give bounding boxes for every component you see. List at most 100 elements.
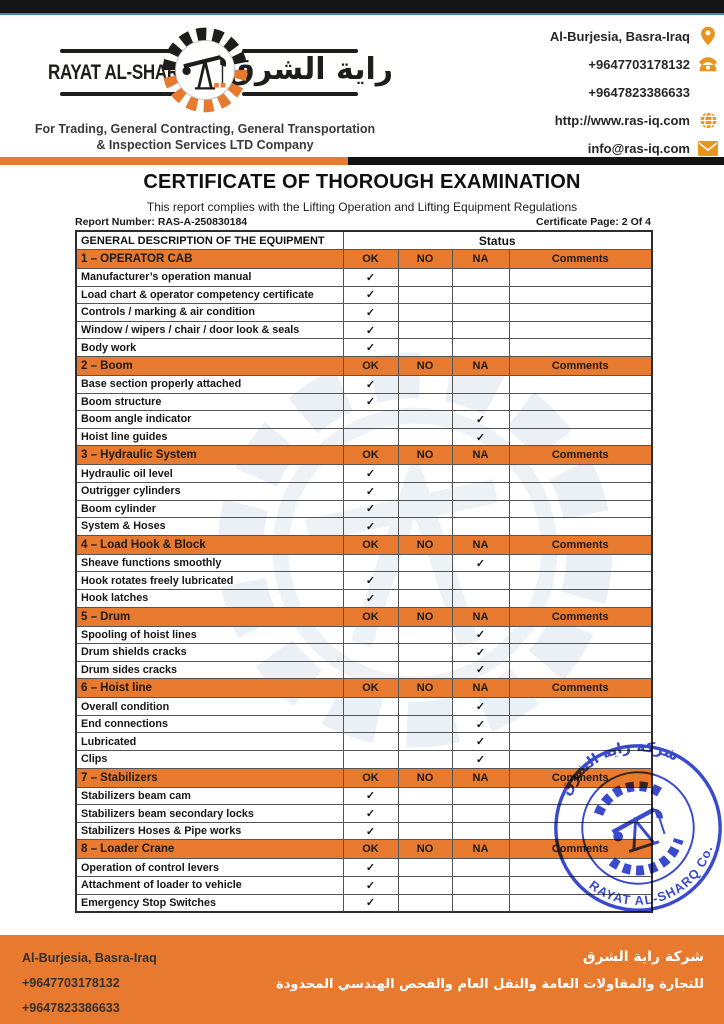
checkmark-icon: ✓ (365, 468, 376, 481)
footer-address: Al-Burjesia, Basra-Iraq (22, 951, 157, 965)
contact-email-text: info@ras-iq.com (587, 140, 690, 156)
table-row: Boom cylinder ✓ (75, 499, 653, 519)
check-cell-no (397, 786, 453, 806)
comment-cell (508, 499, 653, 519)
item-label: Drum sides cracks (75, 660, 344, 680)
status-column-header: OK (342, 678, 399, 699)
check-cell-na (451, 588, 510, 608)
item-label: Load chart & operator competency certifi… (75, 285, 344, 305)
check-cell-na (451, 517, 510, 536)
comment-cell (508, 338, 653, 357)
checkmark-icon: ✓ (475, 664, 486, 677)
section-title: 5 – Drum (75, 606, 344, 627)
status-column-header: OK (342, 767, 399, 788)
status-column-header: NO (397, 606, 453, 627)
item-label: Base section properly attached (75, 374, 344, 394)
footer-phone-1: +9647703178132 (22, 976, 120, 990)
check-cell-na (451, 858, 510, 878)
checkmark-icon: ✓ (475, 718, 486, 731)
item-label: Boom angle indicator (75, 410, 344, 429)
check-cell-na (451, 268, 510, 287)
item-label: Spooling of hoist lines (75, 625, 344, 645)
item-label: Window / wipers / chair / door look & se… (75, 320, 344, 340)
status-column-header: Comments (508, 839, 653, 860)
item-label: Boom structure (75, 392, 344, 412)
check-cell-na: ✓ (451, 732, 510, 752)
check-cell-na: ✓ (451, 697, 510, 716)
check-cell-na (451, 464, 510, 483)
check-cell-na (451, 499, 510, 519)
item-label: Stabilizers beam secondary locks (75, 804, 344, 823)
comment-cell (508, 660, 653, 680)
item-label: Drum shields cracks (75, 643, 344, 662)
check-cell-ok: ✓ (342, 588, 399, 608)
logo-swoosh (242, 49, 358, 53)
table-row: Controls / marking & air condition ✓ (75, 303, 653, 322)
check-cell-na: ✓ (451, 714, 510, 734)
logo-swoosh (60, 92, 180, 96)
check-cell-na (451, 303, 510, 322)
comment-cell (508, 427, 653, 447)
inspection-table: GENERAL DESCRIPTION OF THE EQUIPMENT Sta… (75, 230, 653, 914)
section-header-row: 6 – Hoist line OK NO NA Comments (75, 678, 653, 699)
checkmark-icon: ✓ (475, 557, 486, 570)
check-cell-no (397, 625, 453, 645)
check-cell-no (397, 876, 453, 895)
contact-phone-1-text: +9647703178132 (588, 56, 690, 72)
item-label: Manufacturer’s operation manual (75, 268, 344, 287)
status-column-header: NA (451, 534, 510, 555)
item-label: Outrigger cylinders (75, 481, 344, 501)
check-cell-no (397, 499, 453, 519)
item-label: Stabilizers Hoses & Pipe works (75, 821, 344, 841)
checkmark-icon: ✓ (365, 378, 376, 391)
check-cell-na (451, 374, 510, 394)
comment-cell (508, 481, 653, 501)
checkmark-icon: ✓ (475, 701, 486, 714)
check-cell-na (451, 285, 510, 305)
check-cell-ok (342, 714, 399, 734)
check-cell-ok: ✓ (342, 893, 399, 913)
check-cell-no (397, 392, 453, 412)
logo-pumpjack-icon (182, 55, 227, 90)
table-header-row: GENERAL DESCRIPTION OF THE EQUIPMENT Sta… (75, 230, 653, 250)
status-column-header: Comments (508, 445, 653, 466)
report-meta-row: Report Number: RAS-A-250830184 Certifica… (75, 216, 651, 228)
item-label: Hoist line guides (75, 427, 344, 447)
section-header-row: 3 – Hydraulic System OK NO NA Comments (75, 445, 653, 466)
check-cell-na: ✓ (451, 625, 510, 645)
check-cell-ok: ✓ (342, 876, 399, 895)
section-title: 3 – Hydraulic System (75, 445, 344, 466)
check-cell-no (397, 697, 453, 716)
table-row: Clips ✓ (75, 750, 653, 769)
checkmark-icon: ✓ (475, 431, 486, 444)
table-row: Load chart & operator competency certifi… (75, 285, 653, 305)
checkmark-icon: ✓ (365, 289, 376, 302)
checkmark-icon: ✓ (365, 897, 376, 910)
item-label: End connections (75, 714, 344, 734)
checkmark-icon: ✓ (365, 575, 376, 588)
item-label: Overall condition (75, 697, 344, 716)
table-row: Outrigger cylinders ✓ (75, 481, 653, 501)
divider-dark-segment (348, 157, 724, 165)
check-cell-ok: ✓ (342, 338, 399, 357)
check-cell-ok (342, 427, 399, 447)
table-row: System & Hoses ✓ (75, 517, 653, 536)
check-cell-ok (342, 553, 399, 573)
check-cell-na (451, 392, 510, 412)
phone-icon (698, 54, 718, 74)
table-row: End connections ✓ (75, 714, 653, 734)
status-column-header: Comments (508, 355, 653, 376)
check-cell-no (397, 410, 453, 429)
checkmark-icon: ✓ (365, 862, 376, 875)
item-label: Sheave functions smoothly (75, 553, 344, 573)
comment-cell (508, 553, 653, 573)
table-row: Boom structure ✓ (75, 392, 653, 412)
check-cell-ok: ✓ (342, 392, 399, 412)
stamp-pumpjack-icon (611, 807, 666, 853)
certificate-page: Certificate Page: 2 Of 4 (536, 216, 651, 228)
item-label: Hydraulic oil level (75, 464, 344, 483)
table-row: Spooling of hoist lines ✓ (75, 625, 653, 645)
check-cell-no (397, 858, 453, 878)
check-cell-ok (342, 643, 399, 662)
